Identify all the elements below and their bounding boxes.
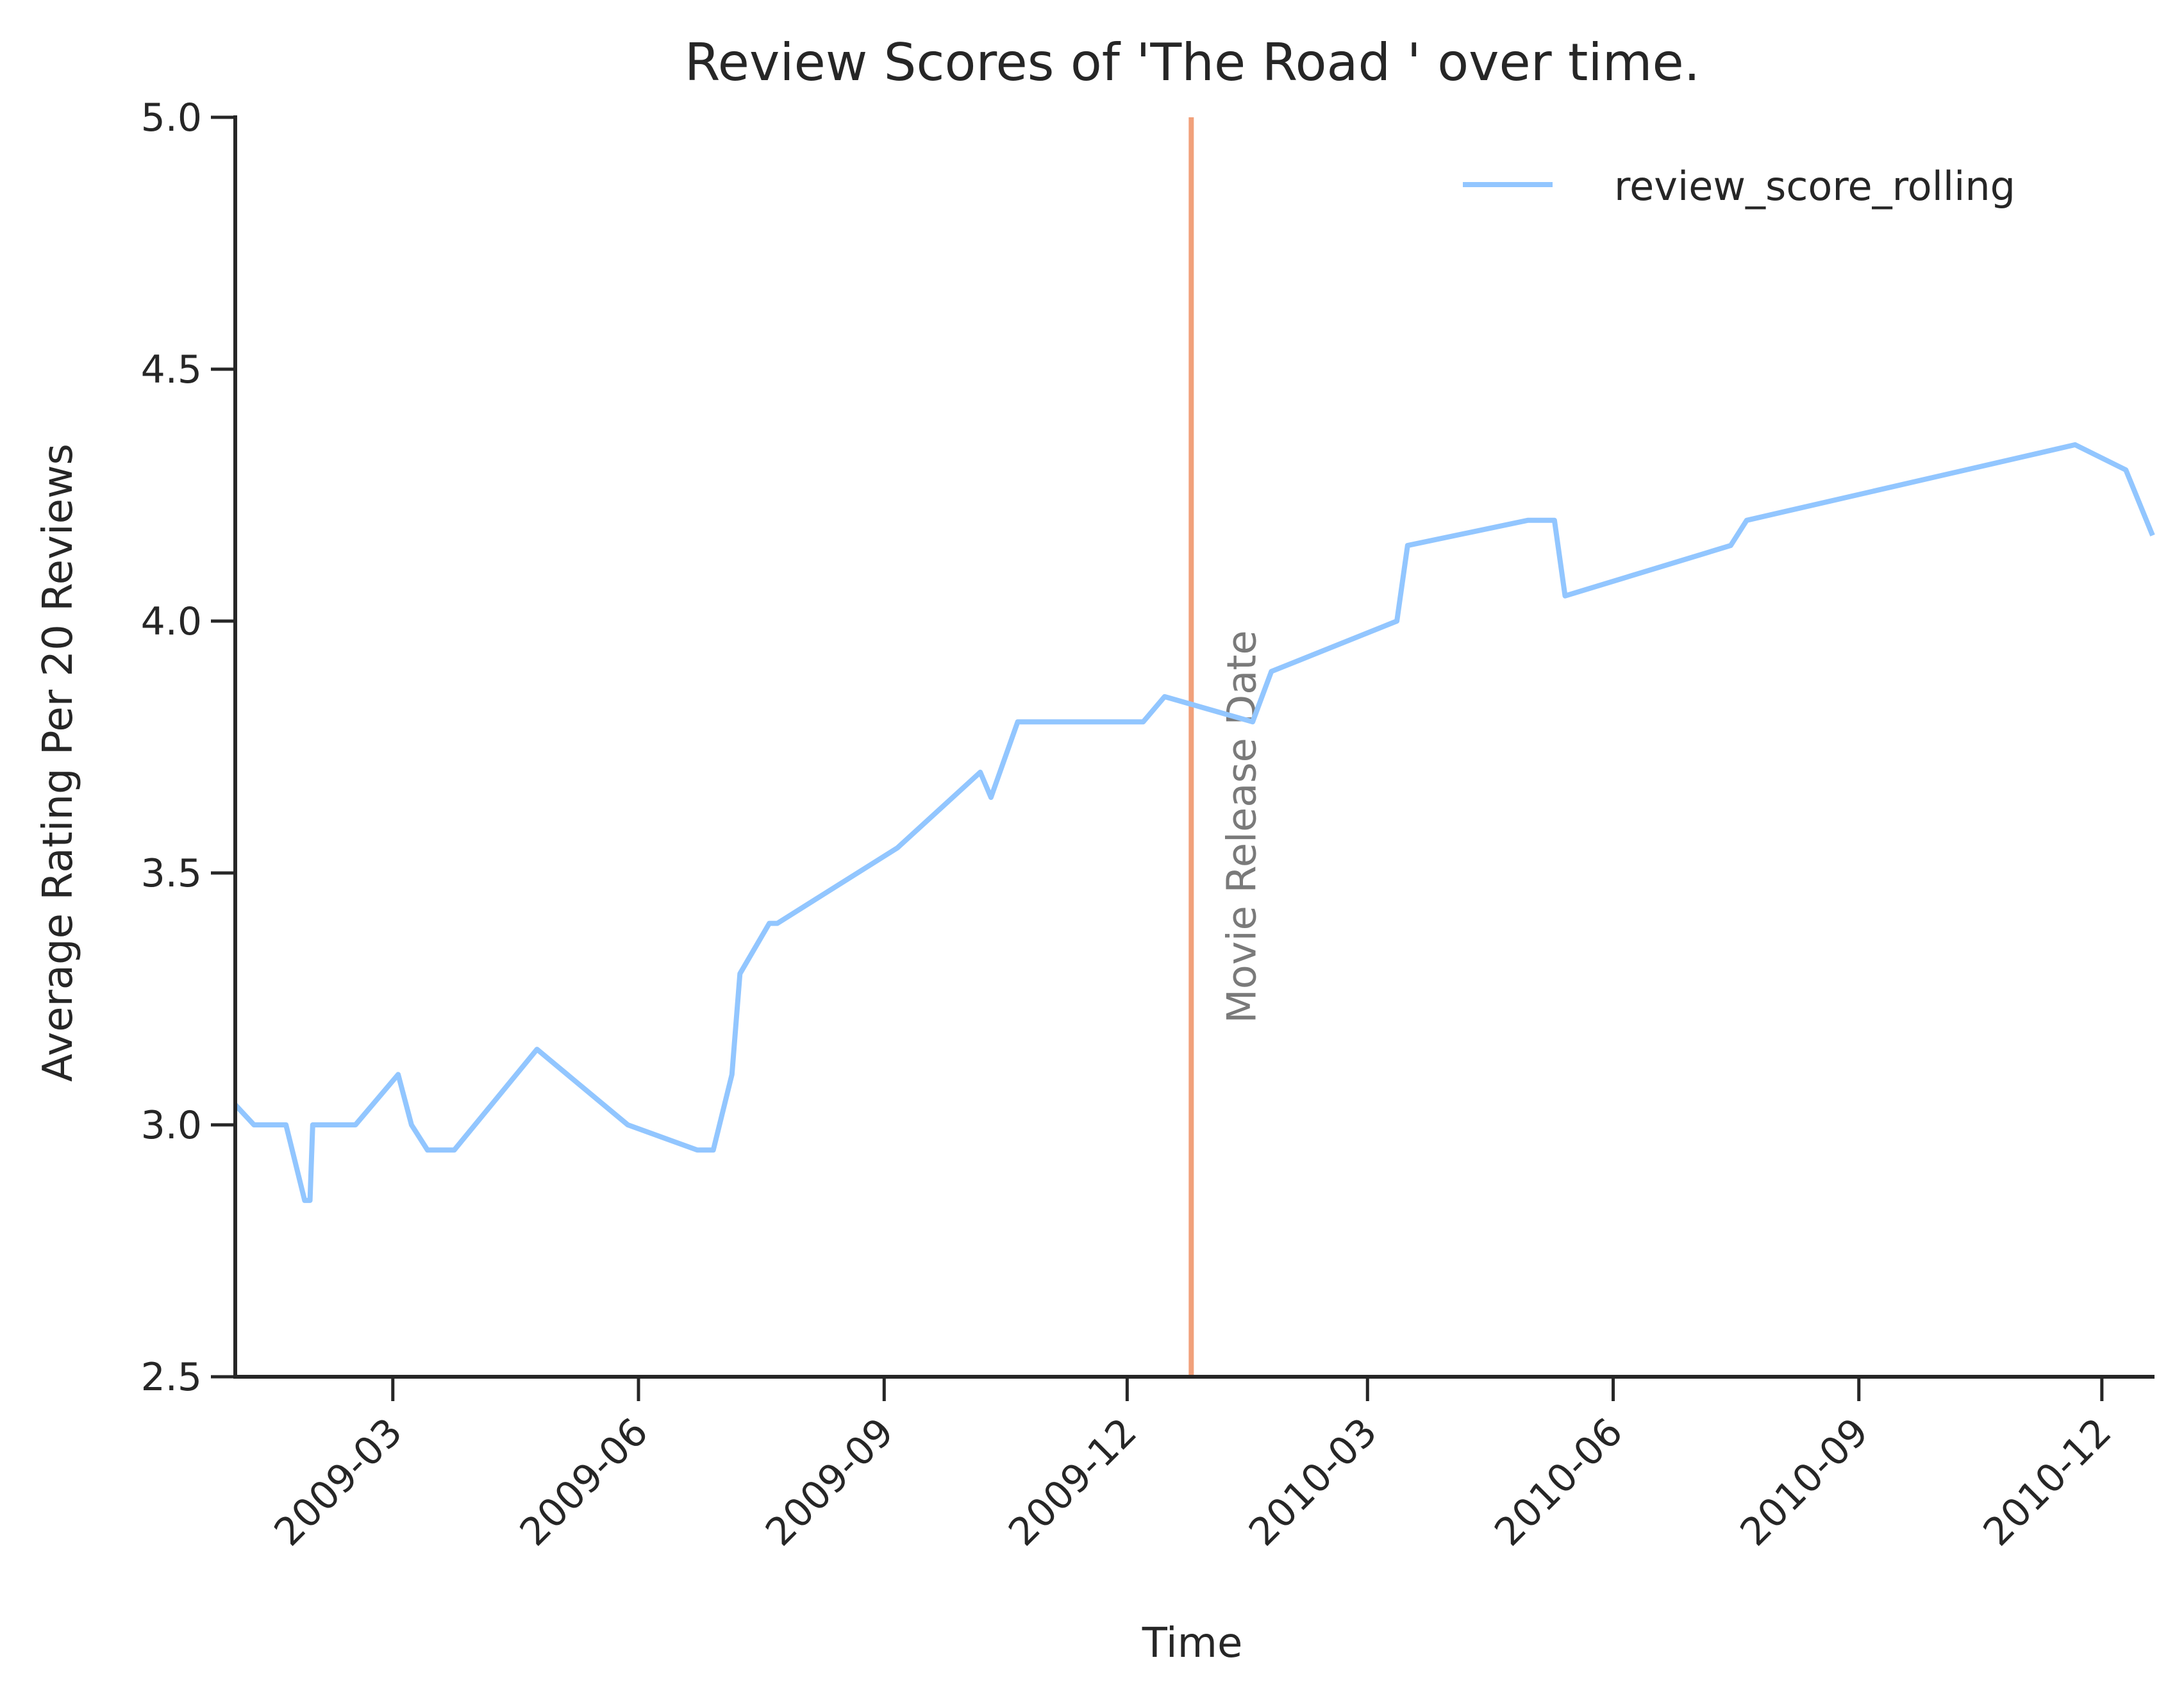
x-tick-label: 2009-06 [512, 1409, 657, 1555]
x-tick-label: 2010-12 [1975, 1409, 2121, 1555]
x-tick-label: 2010-06 [1486, 1409, 1631, 1555]
y-tick-label: 4.5 [141, 347, 202, 392]
series-line-review-score-rolling [233, 442, 2155, 1203]
y-tick-label: 4.0 [141, 599, 202, 644]
x-tick-label: 2010-03 [1240, 1409, 1386, 1555]
annotation-layer: Movie Release Date [1188, 117, 1265, 1377]
x-tick-label: 2010-09 [1732, 1409, 1878, 1555]
x-tick-label: 2009-12 [1000, 1409, 1146, 1555]
axes-layer [233, 115, 2155, 1379]
x-tick-label: 2009-09 [757, 1409, 903, 1555]
x-axis-ticks: 2009-03 2009-06 2009-09 2009-12 2010-03 2010-… [266, 1377, 2121, 1555]
x-tick-label: 2009-03 [266, 1409, 412, 1555]
release-date-label: Movie Release Date [1218, 630, 1265, 1023]
y-tick-label: 2.5 [141, 1355, 202, 1400]
legend-label: review_score_rolling [1614, 163, 2015, 210]
legend: review_score_rolling [1463, 163, 2015, 210]
y-tick-label: 3.0 [141, 1103, 202, 1148]
y-axis-label: Average Rating Per 20 Reviews [35, 444, 82, 1082]
y-axis-ticks: 2.5 3.0 3.5 4.0 4.5 5.0 [141, 96, 235, 1400]
y-tick-label: 3.5 [141, 851, 202, 896]
chart-title: Review Scores of 'The Road ' over time. [685, 33, 1700, 92]
x-axis-label: Time [1142, 1620, 1243, 1667]
y-tick-label: 5.0 [141, 96, 202, 140]
series-layer [233, 442, 2155, 1203]
